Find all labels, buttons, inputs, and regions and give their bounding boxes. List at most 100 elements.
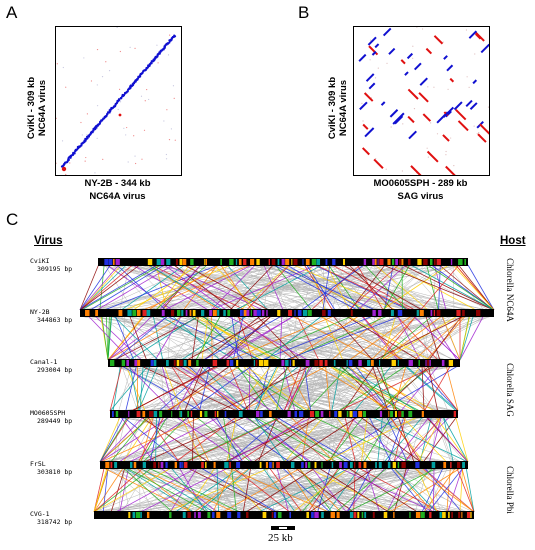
match-segment bbox=[449, 77, 455, 83]
gene-block bbox=[199, 411, 203, 417]
background-link bbox=[107, 416, 140, 463]
synteny-link bbox=[144, 416, 246, 463]
gene-block bbox=[110, 360, 115, 366]
gene-block bbox=[299, 411, 304, 417]
gene-block bbox=[302, 259, 304, 265]
gene-block bbox=[332, 259, 336, 265]
synteny-link bbox=[425, 315, 441, 361]
synteny-link bbox=[206, 365, 273, 412]
match-segment bbox=[446, 64, 454, 72]
synteny-link bbox=[129, 416, 220, 463]
background-link bbox=[310, 315, 350, 361]
gene-block bbox=[308, 462, 311, 468]
noise-dot bbox=[144, 100, 146, 102]
gene-block bbox=[409, 512, 411, 518]
synteny-link bbox=[298, 467, 333, 513]
genome-label-mo0605sph: MO0605SPH 289449 bp bbox=[30, 409, 72, 425]
gene-block bbox=[160, 259, 165, 265]
gene-block bbox=[237, 512, 241, 518]
gene-block bbox=[127, 310, 132, 316]
match-segment bbox=[382, 27, 392, 37]
gene-block bbox=[364, 512, 367, 518]
synteny-link bbox=[284, 416, 324, 463]
gene-block bbox=[227, 512, 232, 518]
gene-block bbox=[227, 310, 231, 316]
synteny-link bbox=[93, 467, 144, 513]
synteny-link bbox=[102, 467, 109, 513]
gene-block bbox=[401, 411, 404, 417]
gene-block bbox=[165, 462, 168, 468]
background-link bbox=[274, 315, 404, 361]
background-link bbox=[121, 365, 138, 412]
noise-dot bbox=[134, 155, 136, 157]
gene-block bbox=[417, 259, 422, 265]
synteny-link bbox=[200, 315, 283, 361]
synteny-link bbox=[164, 264, 227, 311]
noise-dot bbox=[167, 54, 170, 56]
gene-block bbox=[378, 462, 382, 468]
gene-block bbox=[393, 512, 395, 518]
gene-block bbox=[407, 259, 411, 265]
gene-block bbox=[408, 411, 413, 417]
gene-block bbox=[324, 360, 328, 366]
synteny-link bbox=[79, 264, 120, 311]
synteny-link bbox=[269, 467, 303, 513]
noise-dot bbox=[123, 127, 125, 129]
synteny-link bbox=[287, 365, 307, 412]
synteny-link bbox=[263, 264, 284, 311]
synteny-link bbox=[242, 365, 291, 412]
virus-heading: Virus bbox=[34, 235, 63, 247]
gene-block bbox=[352, 411, 358, 417]
synteny-link bbox=[424, 467, 462, 513]
match-segment bbox=[365, 73, 375, 82]
gene-block bbox=[149, 411, 154, 417]
synteny-link bbox=[386, 467, 434, 513]
noise-dot bbox=[487, 106, 489, 108]
gene-block bbox=[392, 462, 396, 468]
synteny-link bbox=[458, 264, 495, 311]
synteny-link bbox=[370, 315, 417, 361]
synteny-link bbox=[332, 315, 373, 361]
background-link bbox=[123, 467, 377, 513]
gene-block bbox=[436, 310, 441, 316]
genome-label-cvg1: CVG-1 318742 bp bbox=[30, 510, 72, 526]
synteny-link bbox=[127, 365, 173, 412]
gene-block bbox=[250, 259, 255, 265]
gene-block bbox=[448, 512, 450, 518]
synteny-link bbox=[311, 467, 347, 513]
synteny-link bbox=[309, 467, 375, 513]
synteny-link bbox=[248, 315, 353, 361]
synteny-link bbox=[210, 416, 253, 463]
synteny-link bbox=[347, 365, 388, 412]
synteny-link bbox=[113, 315, 159, 361]
gene-block bbox=[379, 259, 384, 265]
match-segment bbox=[380, 101, 386, 106]
match-segment bbox=[358, 53, 367, 62]
gene-block bbox=[383, 512, 388, 518]
gene-block bbox=[175, 259, 178, 265]
gene-block bbox=[183, 360, 187, 366]
background-link bbox=[171, 315, 446, 361]
background-link bbox=[136, 365, 378, 412]
synteny-link bbox=[80, 264, 122, 311]
synteny-link bbox=[362, 315, 401, 361]
synteny-link bbox=[335, 467, 388, 513]
background-link bbox=[266, 315, 399, 361]
gene-block bbox=[390, 411, 393, 417]
match-dot bbox=[92, 129, 95, 132]
gene-block bbox=[205, 259, 207, 265]
gene-block bbox=[453, 411, 456, 417]
noise-dot bbox=[69, 162, 71, 164]
synteny-link bbox=[100, 416, 202, 463]
background-link bbox=[93, 315, 322, 361]
gene-block bbox=[443, 462, 447, 468]
gene-block bbox=[442, 512, 446, 518]
synteny-link bbox=[296, 315, 320, 361]
gene-block bbox=[476, 310, 481, 316]
gene-block bbox=[236, 360, 239, 366]
gene-block bbox=[260, 411, 263, 417]
synteny-link bbox=[227, 315, 308, 361]
background-link bbox=[159, 416, 212, 463]
synteny-link bbox=[90, 264, 165, 311]
synteny-link bbox=[200, 365, 247, 412]
